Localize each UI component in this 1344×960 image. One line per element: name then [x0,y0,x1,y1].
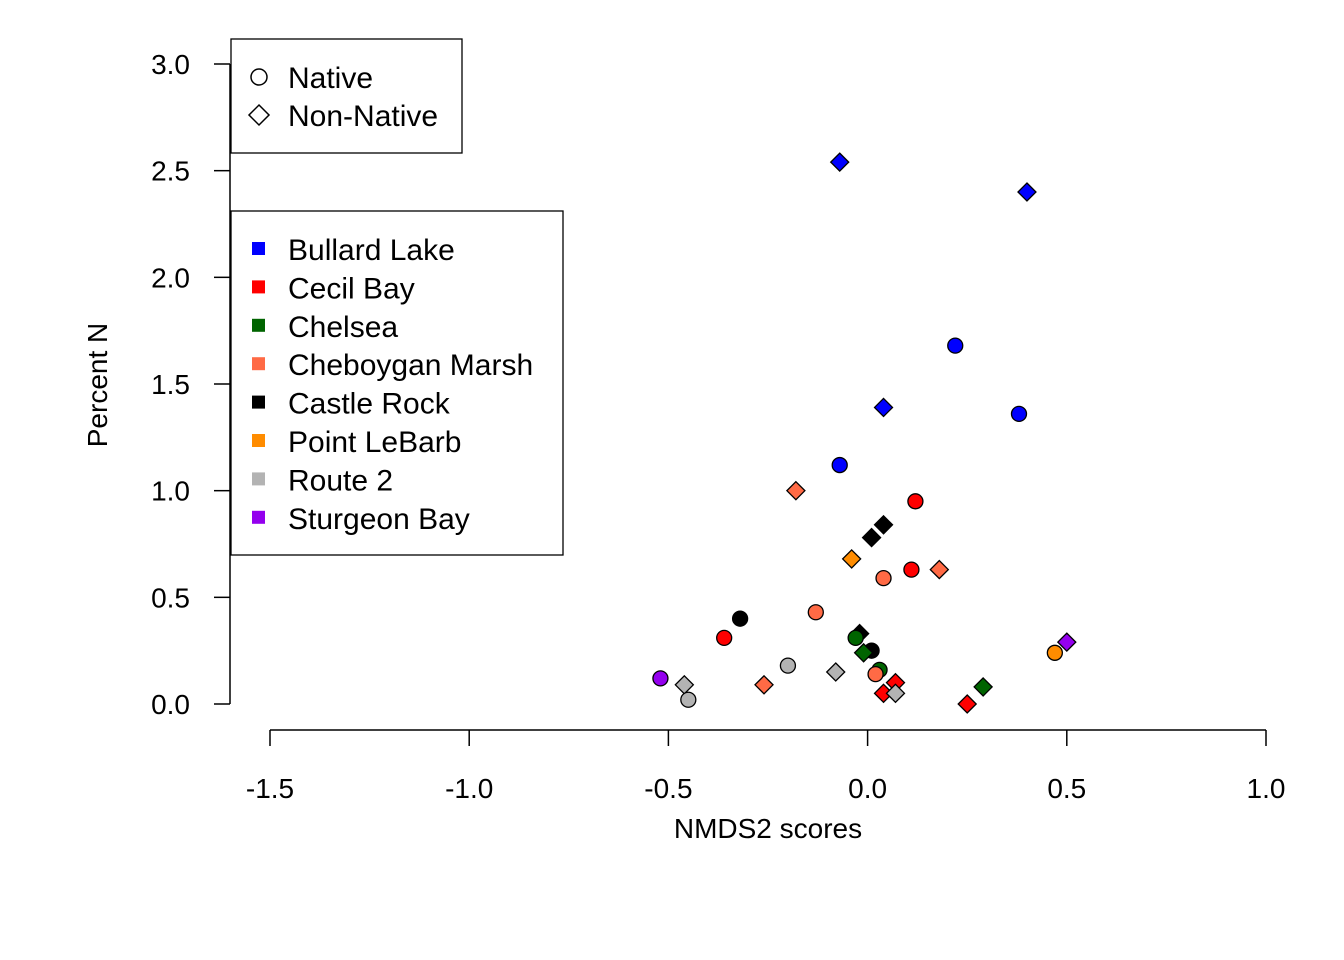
data-point-native [867,665,884,683]
data-point-non-native [853,642,874,663]
x-tick-label: -0.5 [644,773,692,804]
x-axis: -1.5 -1.0 -0.5 0.0 0.5 1.0 [246,729,1286,804]
data-points [652,152,1077,714]
data-point-non-native [1017,182,1037,202]
data-point-non-native [841,549,862,569]
data-point-native [731,610,749,627]
legend-swatch [252,395,265,409]
x-axis-label: NMDS2 scores [674,813,862,844]
data-point-native [779,657,797,674]
legend-swatch [252,280,265,294]
y-tick-label: 0.5 [151,582,190,613]
data-point-native [1046,644,1063,661]
data-point-native [807,604,824,621]
data-point-native [716,629,733,647]
x-tick-label: 0.0 [848,773,887,804]
legend-swatch [252,242,265,255]
data-point-non-native [861,527,882,548]
legend-swatch [252,434,265,447]
data-point-native [831,456,848,474]
legend-circle-icon [250,68,268,86]
data-point-non-native [873,514,894,535]
data-point-native [847,629,864,647]
site-legend-label: Bullard Lake [288,234,455,267]
site-legend: Bullard Lake Cecil Bay Chelsea Cheboygan Ma… [230,210,564,556]
data-point-non-native [885,683,906,704]
data-point-non-native [829,152,850,173]
y-tick-label: 2.5 [151,156,190,187]
y-axis: 0.0 0.5 1.0 1.5 2.0 2.5 3.0 [151,49,231,720]
data-point-non-native [1056,632,1077,653]
shape-legend: Native Non-Native [230,38,463,154]
y-tick-label: 1.0 [151,476,190,507]
data-point-native [947,337,964,354]
shape-legend-box [230,38,463,154]
data-point-non-native [825,662,846,682]
y-tick-label: 0.0 [151,689,190,720]
site-legend-label: Point LeBarb [288,426,461,459]
site-legend-box [230,210,564,556]
data-point-native [1010,405,1028,423]
legend-swatch [252,318,265,332]
x-tick-label: -1.5 [246,773,294,804]
legend-swatch [252,510,265,524]
x-tick-label: 0.5 [1047,773,1086,804]
x-tick-label: 1.0 [1247,773,1286,804]
data-point-native [907,493,924,510]
shape-legend-label: Native [288,62,373,95]
data-point-non-native [754,674,774,695]
data-point-non-native [785,480,806,501]
x-tick-label: -1.0 [445,773,493,804]
data-point-non-native [873,397,894,418]
y-tick-label: 1.5 [151,369,190,400]
site-legend-label: Castle Rock [288,388,451,421]
site-legend-label: Cecil Bay [288,272,415,305]
legend-swatch [252,357,265,371]
data-point-native [903,561,920,578]
data-point-native [680,691,697,708]
data-point-non-native [973,677,994,697]
site-legend-label: Route 2 [288,464,393,497]
y-tick-label: 2.0 [151,262,190,293]
site-legend-label: Cheboygan Marsh [288,349,533,382]
legend-diamond-icon [247,103,271,127]
legend-swatch [252,472,265,486]
data-point-native [652,670,669,687]
data-point-non-native [957,694,978,714]
data-point-non-native [674,674,695,695]
site-legend-label: Chelsea [288,311,398,344]
y-tick-label: 3.0 [151,49,190,80]
data-point-native [875,569,892,587]
data-point-non-native [929,559,950,580]
shape-legend-label: Non-Native [288,100,438,133]
y-axis-label: Percent N [82,323,113,448]
site-legend-label: Sturgeon Bay [288,503,470,536]
